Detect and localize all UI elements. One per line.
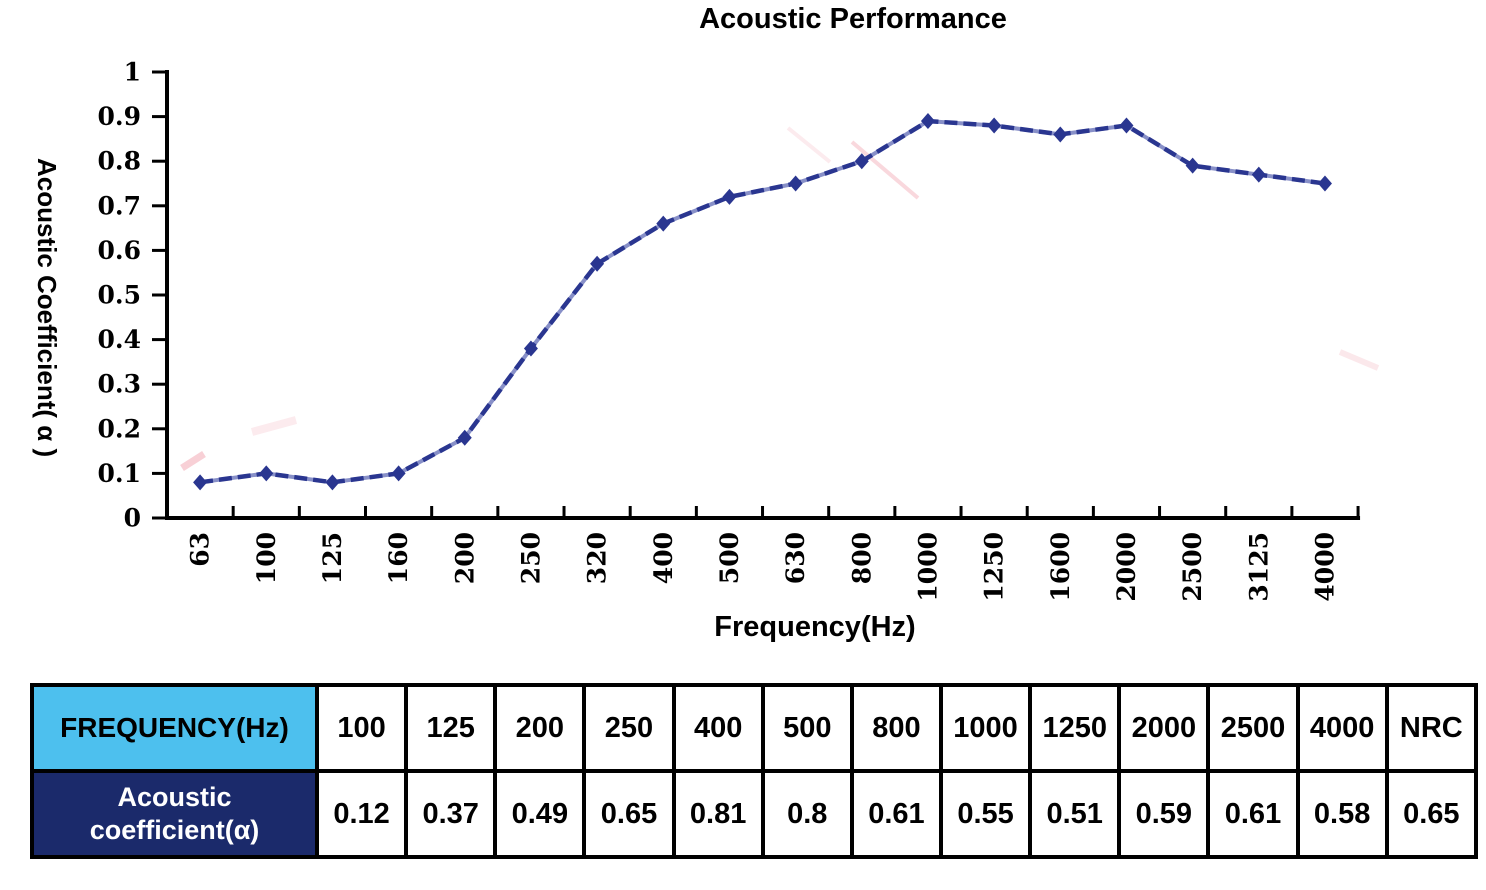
x-tick-label: 125 (318, 532, 347, 584)
watermark-artifact (786, 126, 832, 164)
x-tick-label: 250 (516, 532, 545, 584)
chart-plot: 0 0.1 0.2 0.3 0.4 0.5 0.6 0.7 0.8 0.9 1 63 100 125 160… (98, 58, 1380, 602)
frequency-column-header: 800 (849, 683, 943, 773)
y-tick-label: 1 (124, 58, 141, 87)
x-tick-label: 200 (450, 532, 479, 584)
watermark-artifact (850, 140, 920, 200)
data-line-base (199, 119, 1326, 485)
data-point-marker (987, 117, 1002, 134)
data-point-marker (391, 465, 406, 482)
data-point-marker (920, 113, 935, 130)
coefficient-value-cell: 0.58 (1295, 769, 1389, 859)
x-tick-label: 2000 (1112, 532, 1141, 602)
data-point-marker (1053, 126, 1068, 143)
coefficient-value-cell: 0.59 (1117, 769, 1211, 859)
data-point-marker (523, 340, 538, 357)
x-tick-label: 1250 (980, 532, 1009, 602)
chart-title: Acoustic Performance (699, 3, 1007, 35)
y-tick-label: 0.7 (98, 191, 142, 220)
data-point-marker (1251, 166, 1266, 183)
coefficient-value-cell: 0.61 (849, 769, 943, 859)
frequency-column-header: 2500 (1206, 683, 1300, 773)
coefficient-value-cell: 0.81 (671, 769, 765, 859)
frequency-column-header: 1000 (938, 683, 1033, 773)
coefficient-value-cell: 0.65 (1384, 769, 1479, 859)
frequency-header-cell: FREQUENCY(Hz) (30, 683, 319, 773)
y-tick-label: 0.4 (98, 325, 142, 354)
coefficient-value-cell: 0.61 (1206, 769, 1300, 859)
y-tick-label: 0.6 (98, 236, 142, 265)
data-point-marker (656, 215, 671, 232)
coefficient-row-label-line1: Acoustic (117, 782, 232, 813)
x-tick-label: 3125 (1244, 532, 1273, 602)
y-tick-label: 0.2 (98, 414, 142, 443)
y-tick-label: 0.3 (98, 370, 142, 399)
x-tick-label: 1000 (913, 532, 942, 602)
data-line (199, 118, 1326, 485)
x-tick-label: 320 (583, 532, 612, 584)
watermark-artifact (250, 416, 298, 436)
y-tick-label: 0.8 (98, 147, 142, 176)
x-tick-label: 160 (384, 532, 413, 584)
y-tick-label: 0 (124, 504, 141, 533)
data-point-marker (193, 474, 208, 491)
frequency-column-header: 250 (582, 683, 676, 773)
watermark-artifact (1338, 349, 1380, 371)
coefficient-value-cell: 0.12 (314, 769, 409, 859)
data-point-marker (457, 429, 472, 446)
frequency-column-header: 125 (404, 683, 498, 773)
acoustic-data-table: FREQUENCY(Hz) 100 125 200 250 400 500 800 1000 1… (30, 683, 1479, 859)
data-point-marker (1119, 117, 1134, 134)
coefficient-row-label-cell: Acoustic coefficient(α) (30, 769, 319, 859)
x-tick-label: 500 (715, 532, 744, 584)
y-tick-label: 0.5 (98, 281, 142, 310)
y-tick-label: 0.1 (98, 459, 142, 488)
frequency-column-header: 400 (671, 683, 765, 773)
x-tick-label: 4000 (1310, 532, 1339, 602)
x-tick-label: 100 (252, 532, 281, 584)
frequency-column-header: 200 (493, 683, 587, 773)
coefficient-value-cell: 0.51 (1028, 769, 1122, 859)
x-tick-label: 2500 (1178, 532, 1207, 602)
data-point-marker (325, 474, 340, 491)
data-point-marker (259, 465, 274, 482)
frequency-column-header: 2000 (1117, 683, 1211, 773)
frequency-column-header: NRC (1384, 683, 1479, 773)
x-tick-label: 1600 (1046, 532, 1075, 602)
x-tick-label: 800 (847, 532, 876, 584)
coefficient-value-cell: 0.8 (760, 769, 854, 859)
coefficient-value-cell: 0.37 (404, 769, 498, 859)
x-axis-label: Frequency(Hz) (714, 611, 916, 643)
coefficient-value-cell: 0.65 (582, 769, 676, 859)
frequency-column-header: 500 (760, 683, 854, 773)
x-tick-label: 630 (781, 532, 810, 584)
frequency-column-header: 1250 (1028, 683, 1122, 773)
watermark-artifact (180, 451, 206, 471)
frequency-column-header: 100 (314, 683, 409, 773)
coefficient-row-label-line2: coefficient(α) (89, 815, 260, 845)
table-value-row: Acoustic coefficient(α) 0.12 0.37 0.49 0.65… (30, 769, 1479, 859)
data-point-marker (1317, 175, 1332, 192)
frequency-column-header: 4000 (1295, 683, 1389, 773)
data-point-marker (590, 255, 605, 272)
table-header-row: FREQUENCY(Hz) 100 125 200 250 400 500 800 1000 1… (30, 683, 1479, 773)
x-tick-label: 400 (649, 532, 678, 584)
data-point-marker (788, 175, 803, 192)
y-tick-label: 0.9 (98, 102, 142, 131)
coefficient-value-cell: 0.55 (938, 769, 1033, 859)
data-point-marker (854, 153, 869, 170)
data-point-marker (722, 188, 737, 205)
x-tick-label: 63 (186, 532, 215, 567)
data-point-marker (1185, 157, 1200, 174)
coefficient-value-cell: 0.49 (493, 769, 587, 859)
